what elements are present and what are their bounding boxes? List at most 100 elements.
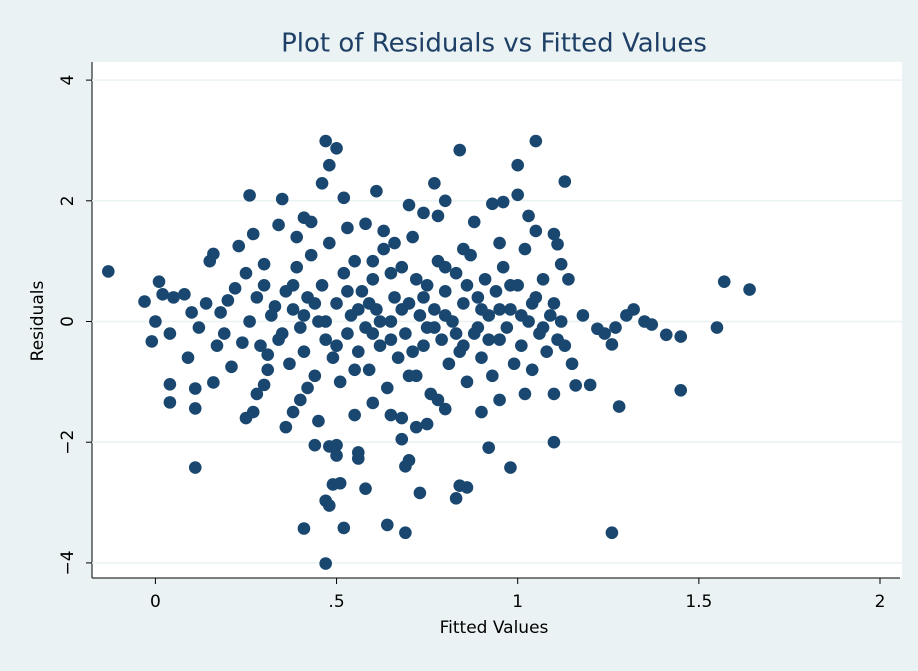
point bbox=[388, 236, 401, 250]
point bbox=[297, 345, 311, 358]
point bbox=[438, 309, 452, 322]
point bbox=[605, 338, 619, 351]
point bbox=[221, 294, 235, 307]
point bbox=[359, 217, 372, 231]
point bbox=[460, 481, 474, 494]
point bbox=[428, 177, 441, 190]
point bbox=[493, 393, 506, 407]
point bbox=[511, 188, 525, 202]
point bbox=[351, 303, 365, 316]
point bbox=[330, 449, 343, 462]
point bbox=[149, 315, 162, 328]
point bbox=[323, 499, 336, 512]
point bbox=[210, 339, 224, 352]
point bbox=[167, 291, 180, 304]
point bbox=[323, 158, 336, 172]
point bbox=[417, 291, 430, 304]
y-tick-label: −4 bbox=[58, 550, 78, 575]
point bbox=[486, 197, 499, 211]
point bbox=[207, 376, 220, 389]
point bbox=[228, 282, 242, 295]
point bbox=[496, 260, 510, 274]
point bbox=[395, 432, 409, 446]
point bbox=[449, 266, 463, 280]
point bbox=[536, 272, 550, 286]
point bbox=[569, 379, 582, 392]
point bbox=[152, 275, 166, 288]
point bbox=[319, 333, 332, 346]
point bbox=[547, 435, 561, 449]
point bbox=[312, 414, 325, 428]
point bbox=[515, 309, 528, 322]
point bbox=[395, 411, 409, 425]
point bbox=[486, 369, 499, 383]
point bbox=[348, 408, 361, 422]
point bbox=[406, 230, 419, 244]
point bbox=[366, 327, 380, 340]
point bbox=[337, 266, 351, 280]
point bbox=[279, 420, 293, 434]
point bbox=[341, 327, 354, 340]
point bbox=[547, 387, 561, 401]
point bbox=[460, 375, 474, 389]
point bbox=[402, 198, 416, 212]
point bbox=[308, 369, 322, 383]
point bbox=[435, 333, 448, 346]
point bbox=[275, 327, 289, 340]
x-tick-label: 2 bbox=[875, 592, 886, 612]
point bbox=[359, 482, 372, 495]
point bbox=[388, 291, 401, 304]
point bbox=[493, 303, 506, 316]
point bbox=[286, 405, 300, 419]
point bbox=[583, 378, 597, 392]
point bbox=[576, 309, 590, 322]
point bbox=[645, 318, 659, 331]
point bbox=[377, 224, 390, 238]
point bbox=[493, 236, 506, 250]
point bbox=[362, 363, 376, 377]
point bbox=[239, 266, 253, 280]
point bbox=[199, 297, 213, 310]
point bbox=[402, 454, 416, 467]
point bbox=[475, 303, 488, 316]
point bbox=[551, 333, 564, 346]
point bbox=[551, 237, 564, 251]
point bbox=[428, 303, 441, 316]
point bbox=[438, 402, 452, 416]
point bbox=[420, 321, 434, 334]
point bbox=[188, 382, 202, 395]
point bbox=[351, 345, 365, 358]
point bbox=[319, 134, 332, 148]
point bbox=[308, 297, 322, 310]
point bbox=[246, 405, 260, 419]
point bbox=[232, 239, 246, 253]
point bbox=[529, 134, 543, 148]
point bbox=[337, 521, 351, 535]
x-axis-title: Fitted Values bbox=[440, 618, 549, 638]
point bbox=[482, 441, 496, 454]
point bbox=[467, 215, 481, 229]
point bbox=[547, 227, 561, 241]
point bbox=[178, 288, 191, 301]
point bbox=[605, 526, 619, 540]
point bbox=[380, 381, 394, 395]
point bbox=[294, 393, 307, 407]
point bbox=[717, 275, 731, 288]
point bbox=[138, 295, 151, 308]
point bbox=[217, 327, 231, 340]
point bbox=[438, 260, 452, 274]
point bbox=[489, 285, 503, 298]
point bbox=[515, 339, 528, 352]
point bbox=[544, 309, 557, 322]
point bbox=[207, 247, 220, 261]
point bbox=[471, 321, 485, 334]
x-tick-label: 0 bbox=[150, 592, 161, 612]
point bbox=[319, 557, 332, 570]
point bbox=[710, 321, 724, 334]
point bbox=[424, 387, 438, 401]
point bbox=[507, 357, 521, 371]
point bbox=[333, 476, 347, 490]
point bbox=[265, 309, 278, 322]
